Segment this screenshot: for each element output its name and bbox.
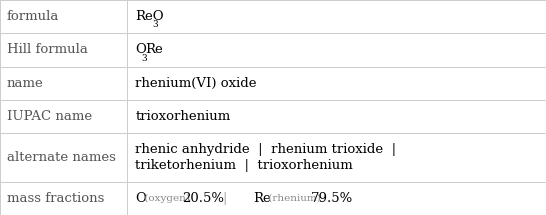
Text: mass fractions: mass fractions xyxy=(7,192,104,205)
Text: (rhenium): (rhenium) xyxy=(265,194,324,203)
Text: Hill formula: Hill formula xyxy=(7,43,87,57)
Text: 3: 3 xyxy=(141,54,147,63)
Text: rhenium(VI) oxide: rhenium(VI) oxide xyxy=(135,77,257,90)
Text: 20.5%: 20.5% xyxy=(182,192,224,205)
Text: formula: formula xyxy=(7,10,59,23)
Text: (oxygen): (oxygen) xyxy=(141,194,193,203)
Text: alternate names: alternate names xyxy=(7,151,115,164)
Text: name: name xyxy=(7,77,43,90)
Text: trioxorhenium: trioxorhenium xyxy=(135,110,230,123)
Text: Re: Re xyxy=(145,43,163,57)
Text: rhenic anhydride  |  rhenium trioxide  |: rhenic anhydride | rhenium trioxide | xyxy=(135,143,396,156)
Text: O: O xyxy=(135,192,146,205)
Text: IUPAC name: IUPAC name xyxy=(7,110,92,123)
Text: triketorhenium  |  trioxorhenium: triketorhenium | trioxorhenium xyxy=(135,159,353,172)
Text: |: | xyxy=(212,192,239,205)
Text: 79.5%: 79.5% xyxy=(310,192,353,205)
Text: O: O xyxy=(135,43,146,57)
Text: 3: 3 xyxy=(152,20,158,29)
Text: ReO: ReO xyxy=(135,10,164,23)
Text: Re: Re xyxy=(253,192,271,205)
